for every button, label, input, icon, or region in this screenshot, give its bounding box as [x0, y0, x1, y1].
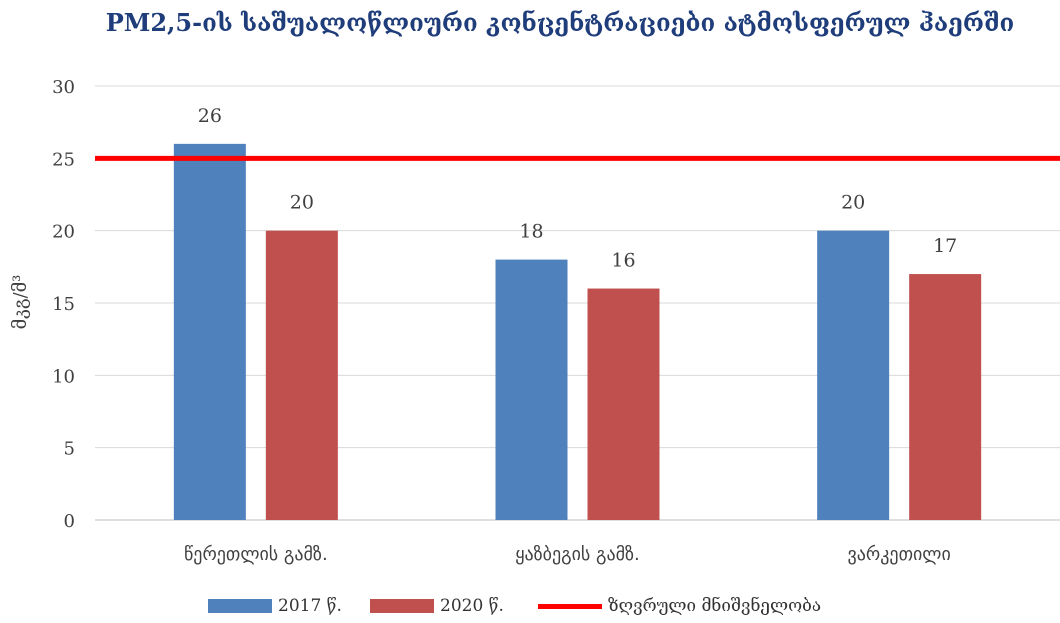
y-tick-label: 25 — [52, 149, 75, 170]
legend-swatch-limit — [538, 603, 602, 609]
x-tick-label: ყაზბეგის გამზ. — [515, 544, 640, 565]
legend: 2017 წ. 2020 წ. ზღვრული მნიშვნელობა — [0, 592, 1060, 620]
y-tick-label: 15 — [52, 294, 75, 315]
y-tick-label: 0 — [64, 511, 75, 532]
data-label: 20 — [841, 192, 865, 214]
bar-chart: 0 5 10 15 20 25 30 26 20 18 16 20 17 წერეთლის გამზ.… — [10, 77, 1060, 565]
legend-swatch-2017 — [208, 599, 272, 613]
y-tick-label: 10 — [52, 366, 75, 387]
y-tick-label: 5 — [64, 439, 75, 460]
x-tick-label: წერეთლის გამზ. — [184, 544, 328, 565]
bar — [265, 230, 338, 520]
bar — [909, 274, 982, 520]
data-label: 17 — [933, 235, 957, 257]
bar — [495, 259, 568, 520]
data-label: 20 — [290, 192, 314, 214]
bar — [587, 288, 660, 520]
legend-item-2020: 2020 წ. — [370, 592, 504, 620]
data-label: 16 — [611, 250, 635, 272]
legend-swatch-2020 — [370, 599, 434, 613]
legend-label-limit: ზღვრული მნიშვნელობა — [608, 596, 822, 616]
legend-item-limit: ზღვრული მნიშვნელობა — [538, 592, 821, 620]
bar — [173, 143, 246, 520]
x-tick-label: ვარკეთილი — [848, 544, 951, 565]
y-tick-label: 20 — [52, 222, 75, 243]
data-label: 18 — [519, 221, 543, 243]
legend-label-2020: 2020 წ. — [440, 596, 504, 616]
legend-label-2017: 2017 წ. — [278, 596, 342, 616]
chart-title: PM2,5-ის საშუალოწლიური კონცენტრაციები ატ… — [105, 8, 1015, 37]
data-label: 26 — [198, 105, 222, 127]
bar — [817, 230, 890, 520]
legend-item-2017: 2017 წ. — [208, 592, 342, 620]
y-axis-label: მკგ/მ³ — [10, 275, 31, 330]
y-tick-label: 30 — [52, 77, 75, 98]
